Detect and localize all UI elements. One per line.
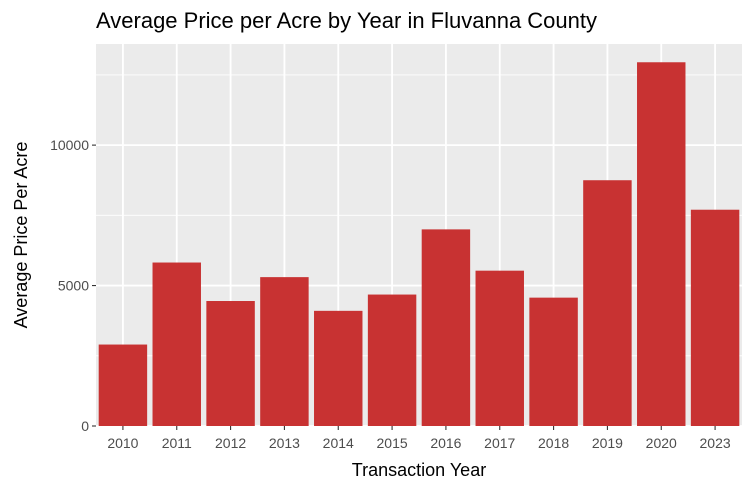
- x-tick-label: 2020: [646, 435, 677, 451]
- bar-2016: [421, 229, 471, 426]
- x-tick-label: 2013: [269, 435, 300, 451]
- x-tick-label: 2010: [107, 435, 138, 451]
- bar-2014: [314, 310, 363, 426]
- chart-title: Average Price per Acre by Year in Fluvan…: [96, 8, 598, 33]
- bar-2010: [98, 344, 148, 426]
- bar-2011: [152, 262, 201, 426]
- plot-panel: [96, 44, 742, 426]
- bar-2023: [690, 209, 740, 426]
- x-axis-title: Transaction Year: [352, 460, 486, 480]
- bar-2015: [367, 294, 417, 426]
- bar-2018: [529, 297, 578, 426]
- y-tick-label: 0: [81, 418, 89, 434]
- x-tick-label: 2015: [377, 435, 408, 451]
- x-tick-label: 2014: [323, 435, 354, 451]
- x-tick-label: 2016: [430, 435, 461, 451]
- y-tick-label: 5000: [58, 278, 89, 294]
- y-tick-label: 10000: [50, 137, 89, 153]
- minor-gridlines: [96, 74, 742, 357]
- bar-2019: [583, 180, 632, 426]
- bar-2020: [637, 62, 686, 426]
- y-axis-title: Average Price Per Acre: [11, 142, 31, 329]
- x-tick-label: 2017: [484, 435, 515, 451]
- x-tick-label: 2019: [592, 435, 623, 451]
- x-tick-label: 2023: [700, 435, 731, 451]
- x-axis: 2010 2011 2012 2013 2014 2015 2016 2017 2018 2019…: [107, 426, 731, 451]
- y-axis: 0 5000 10000: [50, 137, 96, 434]
- bars: [98, 62, 740, 426]
- x-tick-label: 2018: [538, 435, 569, 451]
- bar-2012: [206, 301, 255, 426]
- bar-2017: [475, 270, 524, 426]
- x-tick-label: 2011: [162, 435, 192, 451]
- bar-2013: [260, 277, 309, 426]
- x-tick-label: 2012: [215, 435, 246, 451]
